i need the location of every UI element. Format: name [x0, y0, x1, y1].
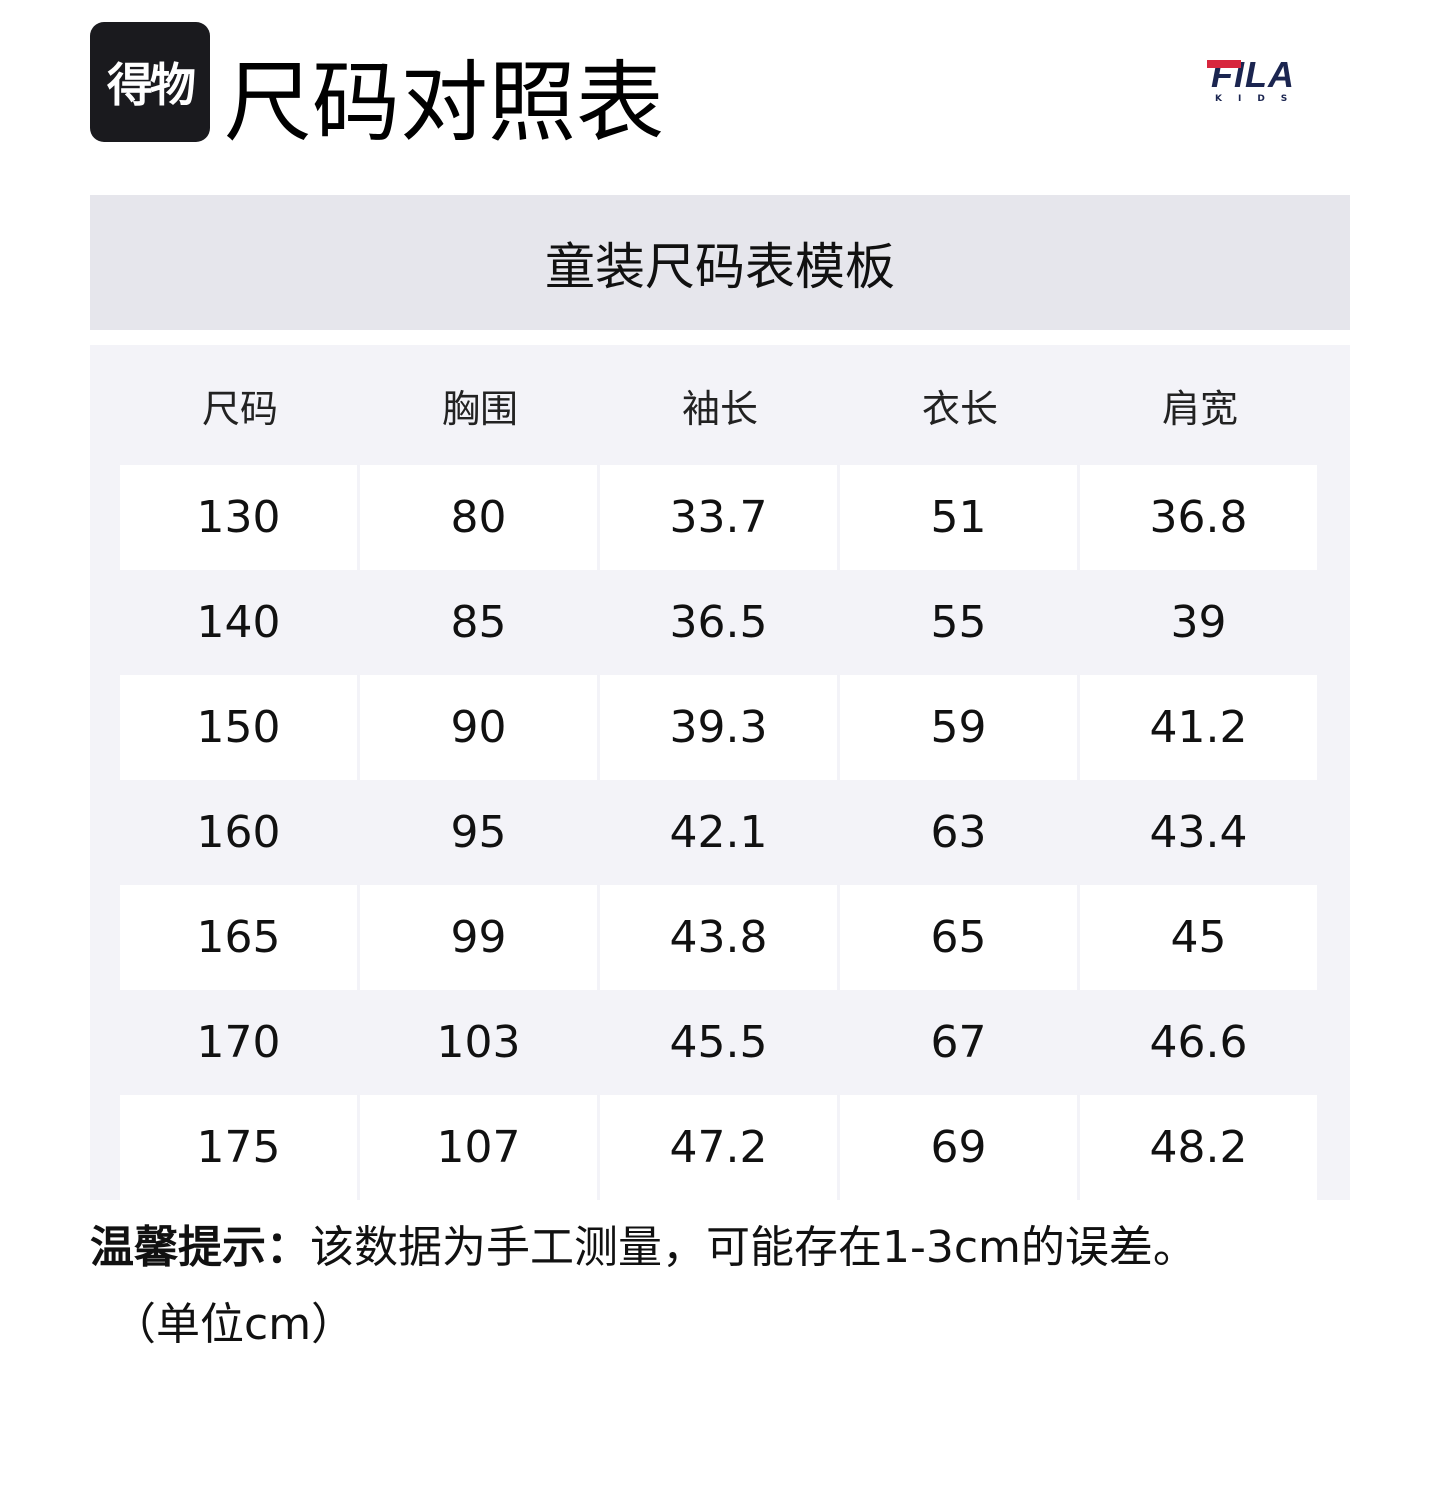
table-cell: 43.8	[600, 885, 837, 990]
column-header: 衣长	[921, 386, 998, 431]
size-table: 尺码 胸围 袖长 衣长 肩宽 130 80 33.7 51 36.8 140 85 36.5 55 39 15…	[90, 345, 1350, 1200]
table-cell: 85	[450, 597, 507, 648]
table-cell: 39	[1170, 597, 1227, 648]
page-title: 尺码对照表	[224, 51, 665, 154]
table-cell: 80	[360, 465, 597, 570]
table-cell: 65	[840, 885, 1077, 990]
column-header: 胸围	[441, 386, 518, 431]
table-cell: 90	[360, 675, 597, 780]
table-cell: 47.2	[600, 1095, 837, 1200]
table-cell: 45	[1080, 885, 1317, 990]
brand-sub: KIDS	[1215, 94, 1304, 104]
table-cell: 103	[436, 1017, 521, 1068]
logo-text: 得物	[107, 58, 196, 112]
table-row: 140 85 36.5 55 39	[120, 570, 1320, 675]
table-row: 170 103 45.5 67 46.6	[120, 990, 1320, 1095]
table-cell: 59	[840, 675, 1077, 780]
table-row: 150 90 39.3 59 41.2	[120, 675, 1320, 780]
table-cell: 95	[450, 807, 507, 858]
table-cell: 63	[930, 807, 987, 858]
table-cell: 160	[196, 807, 281, 858]
table-cell: 170	[196, 1017, 281, 1068]
table-cell: 33.7	[600, 465, 837, 570]
table-cell: 67	[930, 1017, 987, 1068]
table-cell: 45.5	[669, 1017, 768, 1068]
table-cell: 43.4	[1149, 807, 1248, 858]
table-cell: 46.6	[1149, 1017, 1248, 1068]
table-cell: 48.2	[1080, 1095, 1317, 1200]
table-cell: 99	[360, 885, 597, 990]
column-header: 肩宽	[1161, 386, 1238, 431]
table-row: 175 107 47.2 69 48.2	[120, 1095, 1320, 1200]
fila-kids-logo: FILA KIDS	[1205, 57, 1304, 104]
table-row: 130 80 33.7 51 36.8	[120, 465, 1320, 570]
table-cell: 165	[120, 885, 357, 990]
table-cell: 69	[840, 1095, 1077, 1200]
table-cell: 55	[930, 597, 987, 648]
table-cell: 175	[120, 1095, 357, 1200]
table-row: 160 95 42.1 63 43.4	[120, 780, 1320, 885]
table-row: 165 99 43.8 65 45	[120, 885, 1320, 990]
table-cell: 107	[360, 1095, 597, 1200]
table-cell: 130	[120, 465, 357, 570]
table-cell: 51	[840, 465, 1077, 570]
note: 温馨提示：该数据为手工测量，可能存在1-3cm的误差。	[90, 1215, 1370, 1281]
dewu-logo: 得物	[90, 22, 210, 142]
table-cell: 41.2	[1080, 675, 1317, 780]
table-cell: 36.8	[1080, 465, 1317, 570]
table-cell: 36.5	[669, 597, 768, 648]
table-cell: 39.3	[600, 675, 837, 780]
note-text: 该数据为手工测量，可能存在1-3cm的误差。	[310, 1222, 1197, 1273]
table-cell: 140	[196, 597, 281, 648]
table-cell: 150	[120, 675, 357, 780]
table-title-text: 童装尺码表模板	[545, 237, 895, 296]
table-cell: 42.1	[669, 807, 768, 858]
unit-note: （单位cm）	[112, 1299, 356, 1350]
column-header: 袖长	[681, 386, 758, 431]
table-title: 童装尺码表模板	[90, 195, 1350, 330]
note-label: 温馨提示：	[90, 1222, 310, 1273]
column-header: 尺码	[201, 386, 278, 431]
